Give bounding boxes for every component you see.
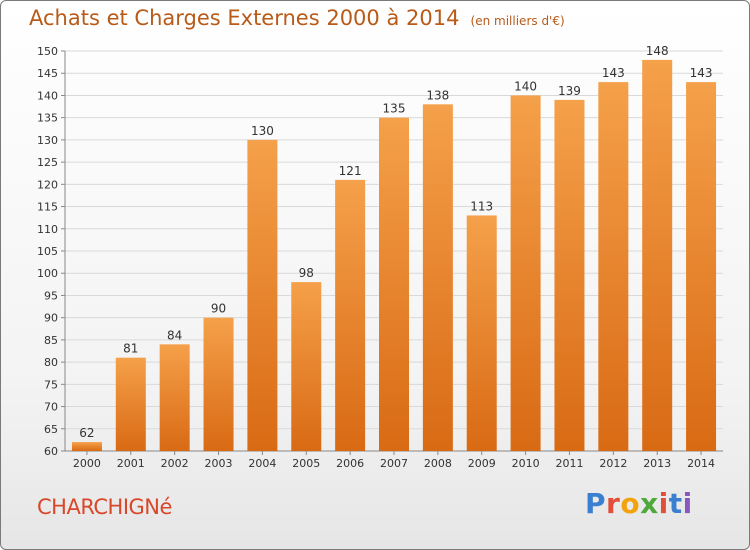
bar-2004 — [247, 139, 278, 451]
y-tick-labels: 60 65 70 75 80 85 90 95 100 105 110 115 120 125 130 135… — [37, 45, 58, 458]
x-tick-label: 2014 — [687, 457, 715, 470]
chart-subtitle: (en milliers d'€) — [470, 14, 565, 28]
x-tick-label: 2000 — [73, 457, 101, 470]
x-tick-label: 2003 — [205, 457, 233, 470]
bars — [71, 59, 717, 452]
value-label: 139 — [558, 84, 581, 98]
logo-letter: t — [668, 487, 683, 520]
bar-2009 — [466, 215, 497, 451]
y-tick-label: 110 — [37, 223, 58, 236]
bar-2011 — [554, 99, 585, 451]
logo-letter: x — [640, 487, 659, 520]
value-label: 130 — [251, 124, 274, 138]
x-tick-label: 2009 — [468, 457, 496, 470]
x-tick-label: 2013 — [643, 457, 671, 470]
bar-2012 — [598, 82, 629, 451]
bar-2010 — [510, 95, 541, 451]
x-tick-label: 2006 — [336, 457, 364, 470]
x-tick-label: 2001 — [117, 457, 145, 470]
chart-title-block: Achats et Charges Externes 2000 à 2014 (… — [29, 6, 565, 30]
y-tick-label: 120 — [37, 178, 58, 191]
value-labels: 62 81 84 90 130 98 121 135 138 113 140 139 143 148 143 — [79, 44, 712, 440]
x-tick-label: 2004 — [248, 457, 276, 470]
bar-2014 — [686, 82, 717, 451]
y-tick-label: 65 — [44, 423, 58, 436]
y-tick-label: 80 — [44, 356, 58, 369]
logo-letter: i — [682, 487, 693, 520]
bar-2006 — [335, 179, 366, 451]
value-label: 138 — [426, 88, 449, 102]
x-tick-label: 2007 — [380, 457, 408, 470]
value-label: 135 — [383, 102, 406, 116]
y-tick-label: 85 — [44, 334, 58, 347]
bar-2001 — [115, 357, 146, 451]
y-tick-label: 140 — [37, 89, 58, 102]
logo-letter: P — [585, 487, 607, 520]
proxiti-logo: Proxiti — [585, 487, 693, 520]
y-tick-label: 95 — [44, 289, 58, 302]
bar-2003 — [203, 317, 234, 451]
bar-2007 — [379, 117, 409, 452]
value-label: 84 — [167, 328, 182, 342]
value-label: 148 — [646, 44, 669, 58]
x-tick-label: 2012 — [599, 457, 627, 470]
value-label: 143 — [690, 66, 713, 80]
y-tick-label: 70 — [44, 401, 58, 414]
value-label: 90 — [211, 302, 226, 316]
value-label: 98 — [299, 266, 314, 280]
bar-2002 — [159, 344, 190, 451]
y-tick-label: 130 — [37, 134, 58, 147]
logo-letter: r — [606, 487, 621, 520]
value-label: 62 — [79, 426, 94, 440]
bar-2000 — [71, 442, 102, 451]
y-tick-label: 60 — [44, 445, 58, 458]
y-tick-label: 115 — [37, 201, 58, 214]
bar-2008 — [422, 104, 453, 451]
value-label: 140 — [514, 79, 537, 93]
bar-2005 — [291, 282, 322, 451]
commune-name: CHARCHIGNé — [37, 495, 172, 519]
logo-letter: o — [620, 487, 641, 520]
y-tick-label: 125 — [37, 156, 58, 169]
y-tick-label: 135 — [37, 112, 58, 125]
x-tick-label: 2005 — [292, 457, 320, 470]
x-tick-label: 2008 — [424, 457, 452, 470]
value-label: 113 — [470, 199, 493, 213]
y-tick-label: 90 — [44, 312, 58, 325]
x-tick-label: 2002 — [161, 457, 189, 470]
y-tick-label: 100 — [37, 267, 58, 280]
y-tick-label: 105 — [37, 245, 58, 258]
value-label: 81 — [123, 342, 138, 356]
x-tick-label: 2011 — [555, 457, 583, 470]
y-tick-label: 150 — [37, 45, 58, 58]
bar-2013 — [642, 59, 673, 452]
chart-title: Achats et Charges Externes 2000 à 2014 — [29, 6, 460, 30]
x-tick-label: 2010 — [512, 457, 540, 470]
x-tick-labels: 2000 2001 2002 2003 2004 2005 2006 2007 2008 2009… — [73, 457, 715, 470]
value-label: 121 — [339, 164, 362, 178]
y-tick-label: 145 — [37, 67, 58, 80]
logo-letter: i — [658, 487, 669, 520]
value-label: 143 — [602, 66, 625, 80]
y-tick-label: 75 — [44, 378, 58, 391]
